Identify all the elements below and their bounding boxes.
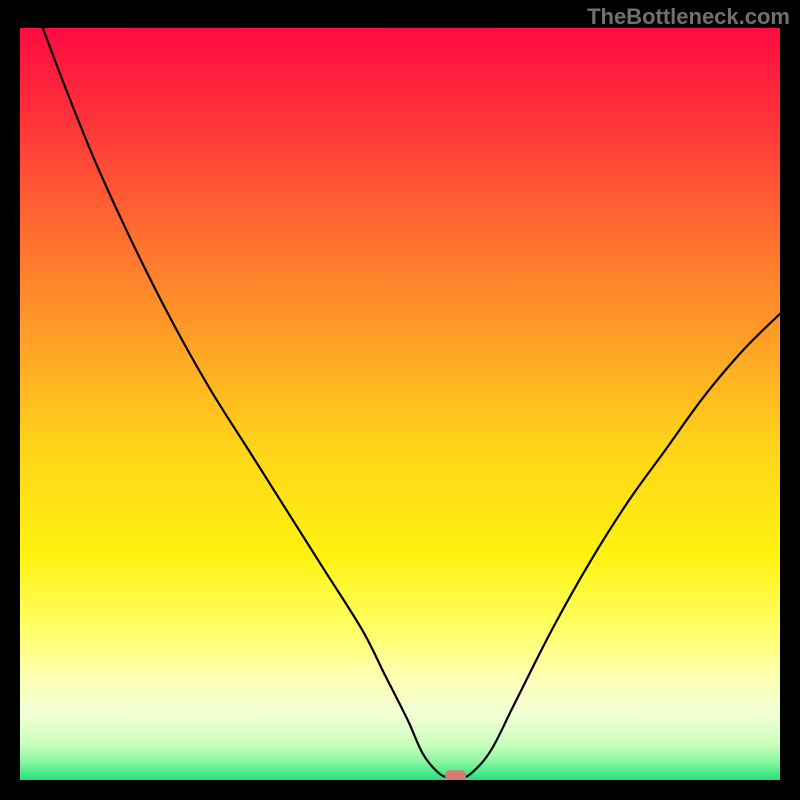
chart-svg <box>20 28 780 780</box>
chart-frame: TheBottleneck.com <box>0 0 800 800</box>
plot-area <box>20 28 780 780</box>
watermark-text: TheBottleneck.com <box>587 4 790 30</box>
optimum-marker <box>445 770 466 780</box>
gradient-bg <box>20 28 780 780</box>
